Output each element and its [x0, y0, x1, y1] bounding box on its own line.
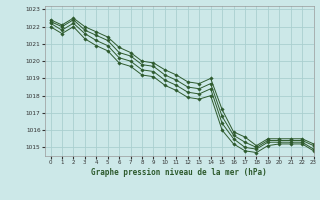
X-axis label: Graphe pression niveau de la mer (hPa): Graphe pression niveau de la mer (hPa)	[91, 168, 267, 177]
